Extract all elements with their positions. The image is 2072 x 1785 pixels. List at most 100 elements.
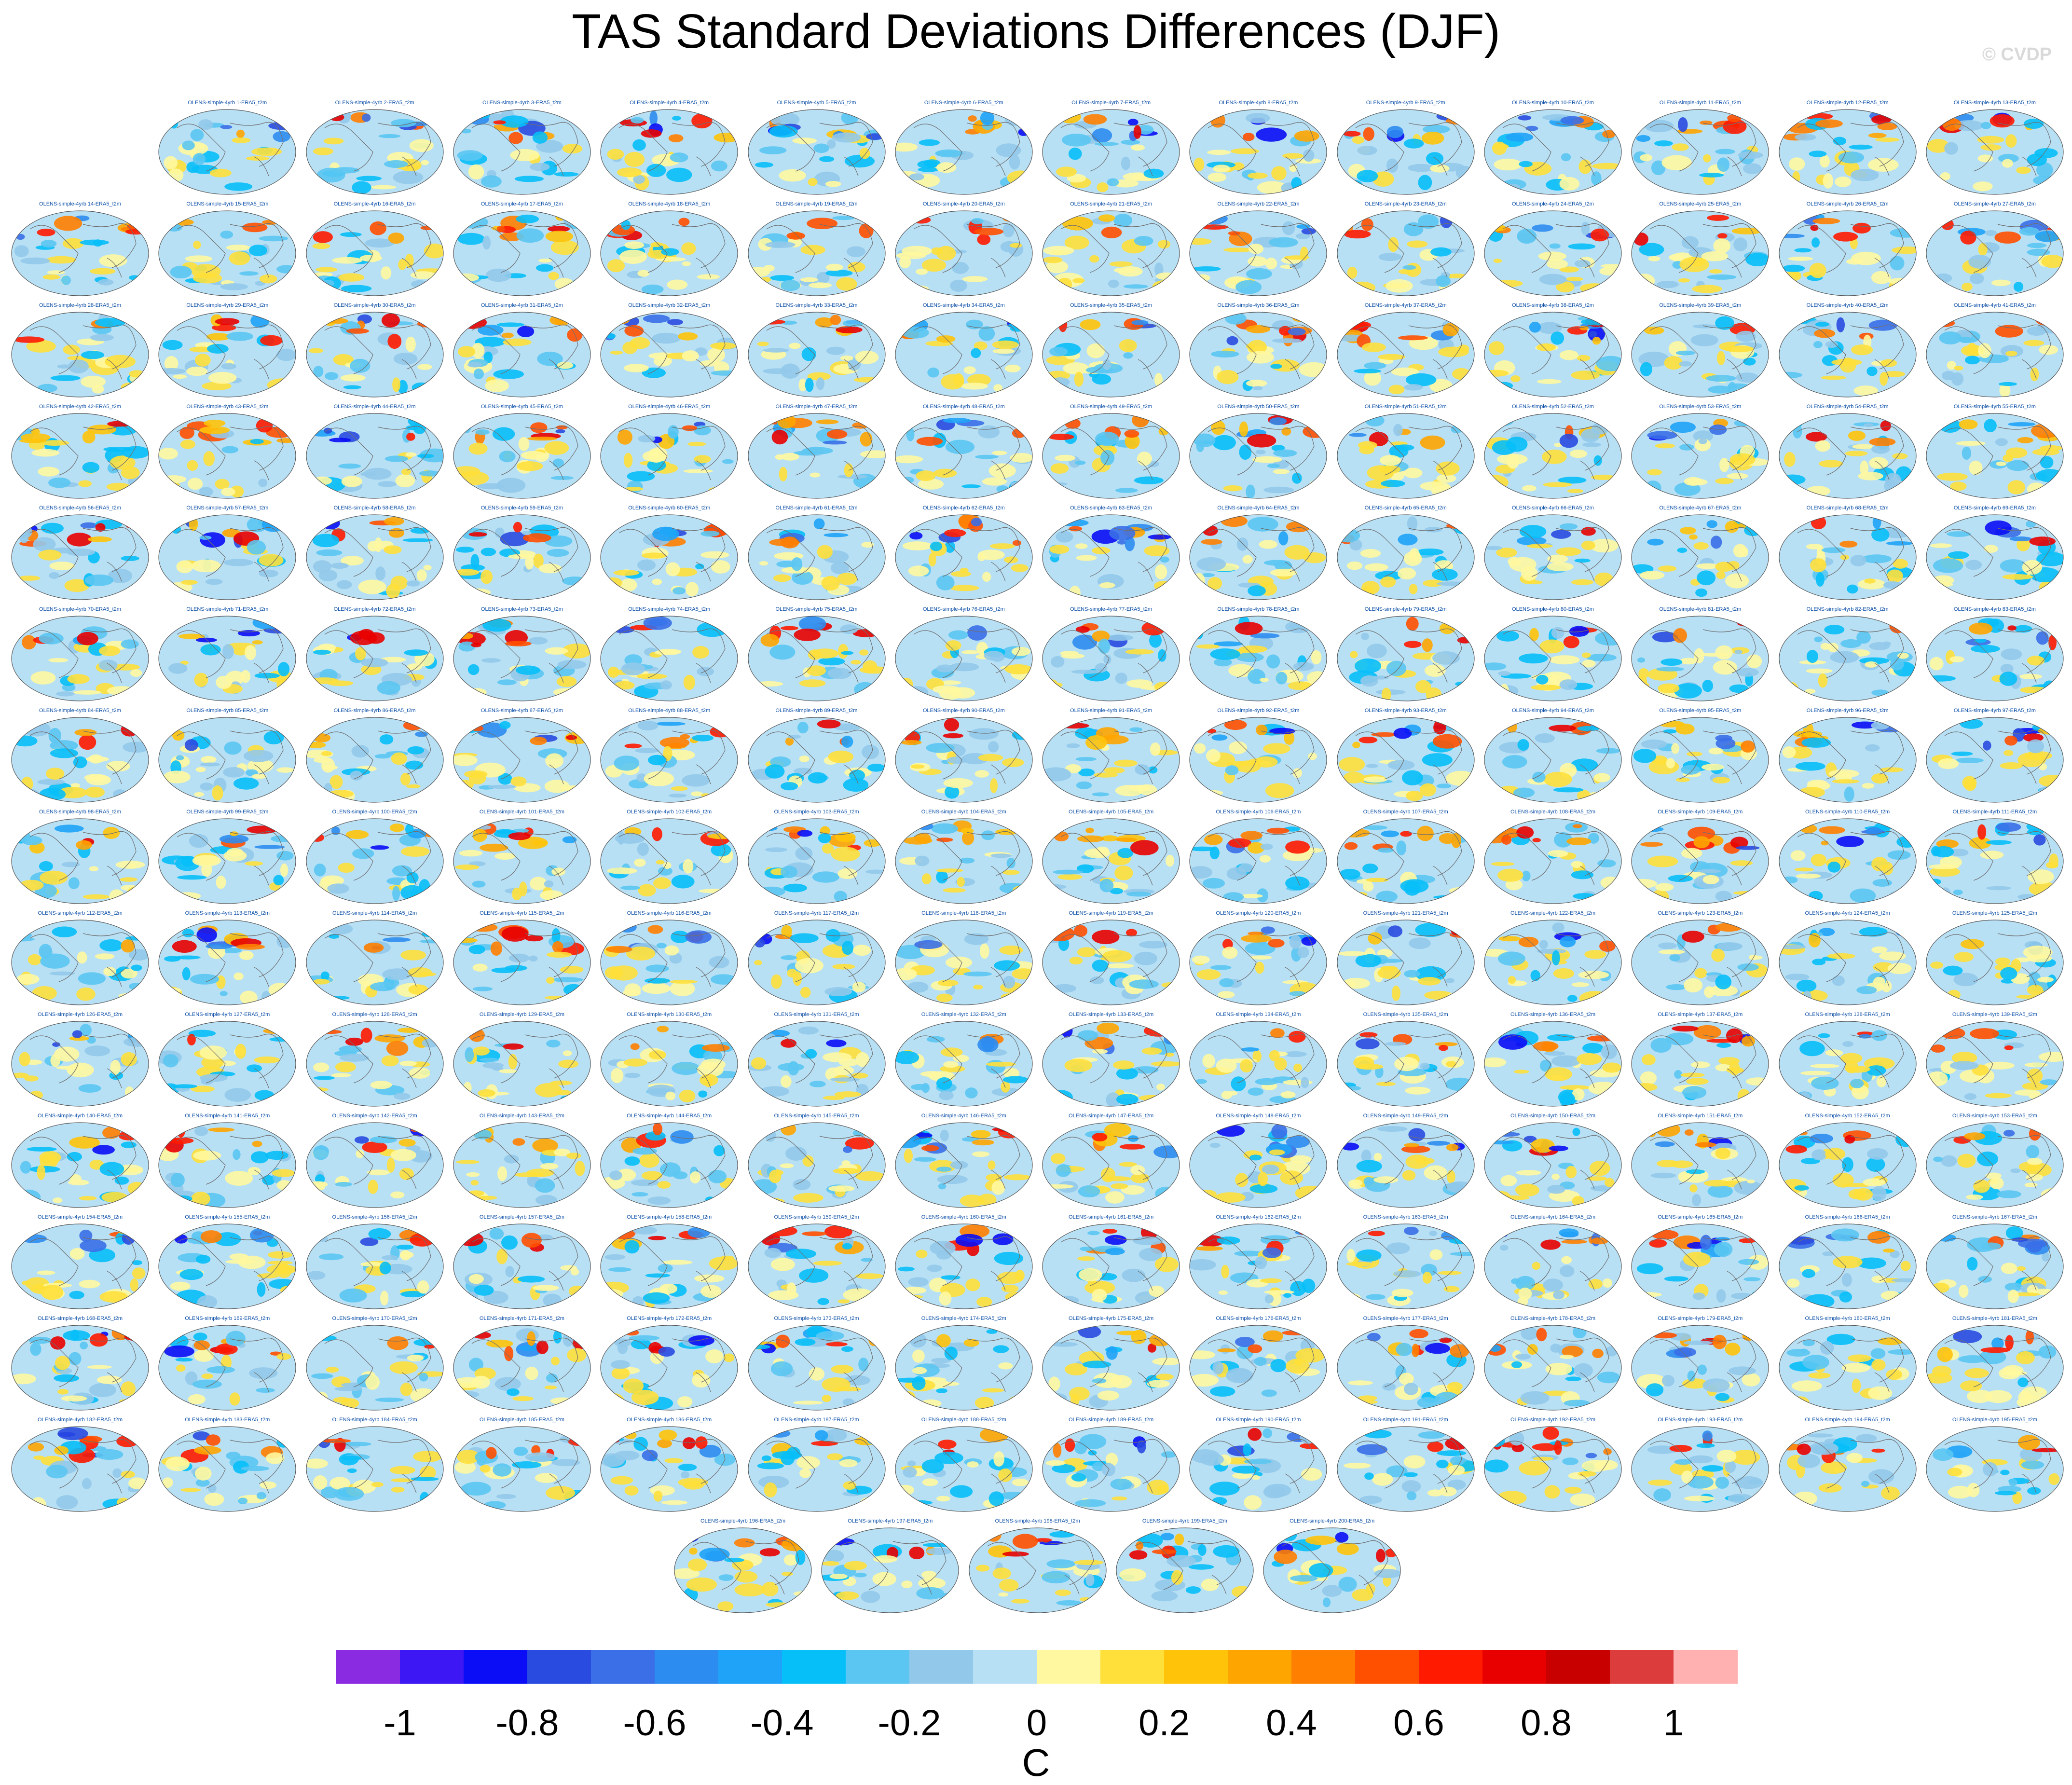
panel-title: OLENS-simple-4yrb 64-ERA5_t2m — [1186, 505, 1331, 511]
map-panel: OLENS-simple-4yrb 108-ERA5_t2m — [1481, 809, 1625, 912]
map-image — [894, 514, 1033, 601]
map-image — [453, 210, 591, 297]
map-panel: OLENS-simple-4yrb 77-ERA5_t2m — [1039, 606, 1183, 710]
map-panel: OLENS-simple-4yrb 62-ERA5_t2m — [892, 505, 1036, 608]
map-panel: OLENS-simple-4yrb 32-ERA5_t2m — [597, 302, 741, 406]
map-panel: OLENS-simple-4yrb 14-ERA5_t2m — [8, 201, 152, 304]
map-panel: OLENS-simple-4yrb 66-ERA5_t2m — [1481, 505, 1625, 608]
colorbar-swatch — [1546, 1650, 1610, 1684]
panel-title: OLENS-simple-4yrb 84-ERA5_t2m — [8, 708, 152, 714]
map-panel: OLENS-simple-4yrb 52-ERA5_t2m — [1481, 404, 1625, 507]
map-panel: OLENS-simple-4yrb 167-ERA5_t2m — [1922, 1214, 2067, 1318]
panel-title: OLENS-simple-4yrb 17-ERA5_t2m — [450, 201, 594, 207]
colorbar-swatch — [1674, 1650, 1738, 1684]
map-panel: OLENS-simple-4yrb 174-ERA5_t2m — [892, 1316, 1036, 1419]
panel-title: OLENS-simple-4yrb 58-ERA5_t2m — [302, 505, 447, 511]
map-panel: OLENS-simple-4yrb 58-ERA5_t2m — [302, 505, 447, 608]
panel-title: OLENS-simple-4yrb 158-ERA5_t2m — [597, 1214, 741, 1221]
map-panel: OLENS-simple-4yrb 75-ERA5_t2m — [744, 606, 889, 710]
map-panel: OLENS-simple-4yrb 176-ERA5_t2m — [1186, 1316, 1331, 1419]
map-image — [1336, 818, 1475, 905]
map-image — [747, 1122, 886, 1208]
map-image — [1925, 109, 2064, 195]
panel-title: OLENS-simple-4yrb 44-ERA5_t2m — [302, 404, 447, 410]
panel-title: OLENS-simple-4yrb 139-ERA5_t2m — [1922, 1012, 2067, 1018]
map-image — [1925, 1426, 2064, 1512]
panel-title: OLENS-simple-4yrb 19-ERA5_t2m — [744, 201, 889, 207]
map-image — [11, 1223, 150, 1310]
map-panel: OLENS-simple-4yrb 189-ERA5_t2m — [1039, 1417, 1183, 1520]
map-panel: OLENS-simple-4yrb 71-ERA5_t2m — [155, 606, 300, 710]
panel-title: OLENS-simple-4yrb 67-ERA5_t2m — [1628, 505, 1772, 511]
map-image — [747, 615, 886, 702]
map-panel: OLENS-simple-4yrb 94-ERA5_t2m — [1481, 708, 1625, 811]
map-image — [1042, 615, 1180, 702]
map-panel: OLENS-simple-4yrb 193-ERA5_t2m — [1628, 1417, 1772, 1520]
panel-title: OLENS-simple-4yrb 89-ERA5_t2m — [744, 708, 889, 714]
map-panel: OLENS-simple-4yrb 162-ERA5_t2m — [1186, 1214, 1331, 1318]
map-panel: OLENS-simple-4yrb 137-ERA5_t2m — [1628, 1012, 1772, 1115]
map-image — [453, 109, 591, 195]
map-image — [1778, 1020, 1917, 1107]
panel-title: OLENS-simple-4yrb 152-ERA5_t2m — [1775, 1113, 1920, 1119]
map-panel: OLENS-simple-4yrb 61-ERA5_t2m — [744, 505, 889, 608]
map-image — [747, 210, 886, 297]
map-image — [1336, 1223, 1475, 1310]
panel-title: OLENS-simple-4yrb 34-ERA5_t2m — [892, 302, 1036, 309]
map-image — [158, 109, 297, 195]
panel-title: OLENS-simple-4yrb 115-ERA5_t2m — [450, 910, 594, 917]
map-panel: OLENS-simple-4yrb 13-ERA5_t2m — [1922, 100, 2067, 203]
map-image — [1042, 1324, 1180, 1411]
map-panel: OLENS-simple-4yrb 117-ERA5_t2m — [744, 910, 889, 1014]
map-panel: OLENS-simple-4yrb 47-ERA5_t2m — [744, 404, 889, 507]
map-panel: OLENS-simple-4yrb 5-ERA5_t2m — [744, 100, 889, 203]
map-panel: OLENS-simple-4yrb 86-ERA5_t2m — [302, 708, 447, 811]
panel-title: OLENS-simple-4yrb 61-ERA5_t2m — [744, 505, 889, 511]
panel-title: OLENS-simple-4yrb 12-ERA5_t2m — [1775, 100, 1920, 106]
colorbar-tick-label: 0 — [1027, 1702, 1047, 1744]
panel-title: OLENS-simple-4yrb 107-ERA5_t2m — [1333, 809, 1478, 815]
map-image — [305, 1223, 444, 1310]
panel-title: OLENS-simple-4yrb 73-ERA5_t2m — [450, 606, 594, 613]
map-panel: OLENS-simple-4yrb 164-ERA5_t2m — [1481, 1214, 1625, 1318]
panel-title: OLENS-simple-4yrb 167-ERA5_t2m — [1922, 1214, 2067, 1221]
panel-title: OLENS-simple-4yrb 13-ERA5_t2m — [1922, 100, 2067, 106]
map-image — [158, 412, 297, 499]
map-image — [600, 311, 739, 398]
map-panel: OLENS-simple-4yrb 74-ERA5_t2m — [597, 606, 741, 710]
map-image — [1925, 514, 2064, 601]
map-panel: OLENS-simple-4yrb 142-ERA5_t2m — [302, 1113, 447, 1216]
panel-title: OLENS-simple-4yrb 36-ERA5_t2m — [1186, 302, 1331, 309]
map-image — [453, 1122, 591, 1208]
panel-title: OLENS-simple-4yrb 128-ERA5_t2m — [302, 1012, 447, 1018]
panel-title: OLENS-simple-4yrb 160-ERA5_t2m — [892, 1214, 1036, 1221]
panel-title: OLENS-simple-4yrb 76-ERA5_t2m — [892, 606, 1036, 613]
map-image — [1631, 919, 1770, 1006]
map-panel: OLENS-simple-4yrb 40-ERA5_t2m — [1775, 302, 1920, 406]
colorbar — [336, 1650, 1737, 1684]
map-panel: OLENS-simple-4yrb 109-ERA5_t2m — [1628, 809, 1772, 912]
map-image — [1631, 1426, 1770, 1512]
map-panel: OLENS-simple-4yrb 29-ERA5_t2m — [155, 302, 300, 406]
panel-title: OLENS-simple-4yrb 91-ERA5_t2m — [1039, 708, 1183, 714]
map-panel: OLENS-simple-4yrb 19-ERA5_t2m — [744, 201, 889, 304]
map-panel: OLENS-simple-4yrb 121-ERA5_t2m — [1333, 910, 1478, 1014]
map-panel: OLENS-simple-4yrb 69-ERA5_t2m — [1922, 505, 2067, 608]
map-image — [1336, 210, 1475, 297]
panel-title: OLENS-simple-4yrb 134-ERA5_t2m — [1186, 1012, 1331, 1018]
map-image — [894, 1223, 1033, 1310]
map-image — [1925, 1020, 2064, 1107]
map-panel: OLENS-simple-4yrb 88-ERA5_t2m — [597, 708, 741, 811]
panel-title: OLENS-simple-4yrb 104-ERA5_t2m — [892, 809, 1036, 815]
colorbar-tick-label: -0.6 — [623, 1702, 686, 1744]
map-panel: OLENS-simple-4yrb 31-ERA5_t2m — [450, 302, 594, 406]
panel-title: OLENS-simple-4yrb 118-ERA5_t2m — [892, 910, 1036, 917]
panel-title: OLENS-simple-4yrb 137-ERA5_t2m — [1628, 1012, 1772, 1018]
map-panel: OLENS-simple-4yrb 112-ERA5_t2m — [8, 910, 152, 1014]
panel-title: OLENS-simple-4yrb 62-ERA5_t2m — [892, 505, 1036, 511]
map-panel: OLENS-simple-4yrb 33-ERA5_t2m — [744, 302, 889, 406]
panel-title: OLENS-simple-4yrb 60-ERA5_t2m — [597, 505, 741, 511]
map-image — [305, 109, 444, 195]
panel-title: OLENS-simple-4yrb 168-ERA5_t2m — [8, 1316, 152, 1322]
